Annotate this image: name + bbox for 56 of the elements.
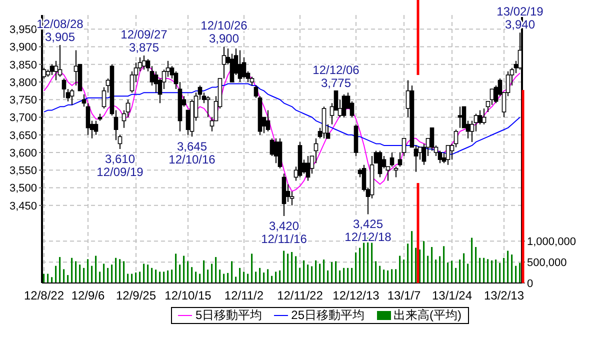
candlestick — [62, 78, 66, 98]
x-tick-label: 13/2/13 — [484, 288, 524, 303]
legend-label: 出来高(平均) — [394, 308, 462, 323]
y2-tick-label: 500,000 — [527, 256, 567, 269]
candlestick — [482, 108, 486, 125]
candlestick — [58, 44, 62, 78]
candlestick — [486, 100, 490, 112]
x-tick-label: 13/1/24 — [432, 288, 472, 303]
candlestick — [266, 110, 270, 132]
y-tick-label: 3,500 — [9, 182, 37, 195]
legend-label: 5日移動平均 — [195, 308, 262, 323]
y2-tick-label: 0 — [527, 278, 534, 290]
candlestick — [142, 55, 146, 70]
y-tick-label: 3,800 — [9, 76, 37, 89]
candlestick — [378, 150, 382, 178]
annotation: 12/09/27 3,875 — [120, 28, 168, 55]
annotation: 3,420 12/11/16 — [261, 219, 308, 246]
candlestick — [94, 120, 98, 136]
candlestick — [342, 94, 346, 118]
x-tick-label: 12/12/13 — [332, 288, 380, 303]
candlestick — [306, 156, 310, 182]
y-tick-label: 3,750 — [9, 94, 37, 107]
annotation: 12/12/06 3,775 — [312, 62, 360, 90]
y-tick-label: 3,650 — [9, 130, 37, 142]
y-tick-label: 3,450 — [9, 200, 37, 212]
candlestick — [206, 96, 210, 118]
candlestick — [478, 110, 482, 125]
candlestick — [394, 166, 398, 178]
candlestick — [86, 102, 90, 136]
annotation: 3,610 12/09/19 — [96, 152, 144, 179]
candlestick — [274, 138, 278, 164]
y-tick-label: 3,900 — [9, 42, 37, 54]
candlestick — [70, 88, 74, 106]
legend-label: 25日移動平均 — [291, 308, 365, 323]
annotation: 3,645 12/10/16 — [168, 140, 216, 167]
annotation: 3,425 12/12/18 — [344, 217, 392, 244]
candlestick — [50, 64, 54, 76]
x-tick-label: 13/1/7 — [387, 288, 421, 303]
x-tick-label: 12/10/15 — [164, 288, 212, 303]
x-tick-label: 12/11/2 — [224, 288, 264, 303]
candlestick — [490, 88, 494, 106]
y-tick-label: 3,850 — [9, 59, 37, 72]
candlestick — [446, 144, 450, 166]
candlestick — [390, 152, 394, 168]
y-tick-label: 3,550 — [9, 165, 37, 178]
y-tick-label: 3,600 — [9, 147, 37, 160]
x-tick-label: 12/9/6 — [71, 288, 105, 303]
y-tick-label: 3,950 — [9, 24, 37, 36]
candlestick — [238, 50, 242, 82]
annotation: 12/10/26 3,900 — [200, 18, 248, 46]
x-tick-label: 12/11/22 — [277, 288, 324, 303]
x-tick-label: 12/9/25 — [116, 288, 156, 303]
y2-tick-label: 1,000,000 — [527, 236, 576, 248]
candlestick — [458, 106, 462, 128]
y-tick-label: 3,700 — [9, 112, 37, 124]
x-tick-label: 12/8/22 — [24, 288, 64, 303]
